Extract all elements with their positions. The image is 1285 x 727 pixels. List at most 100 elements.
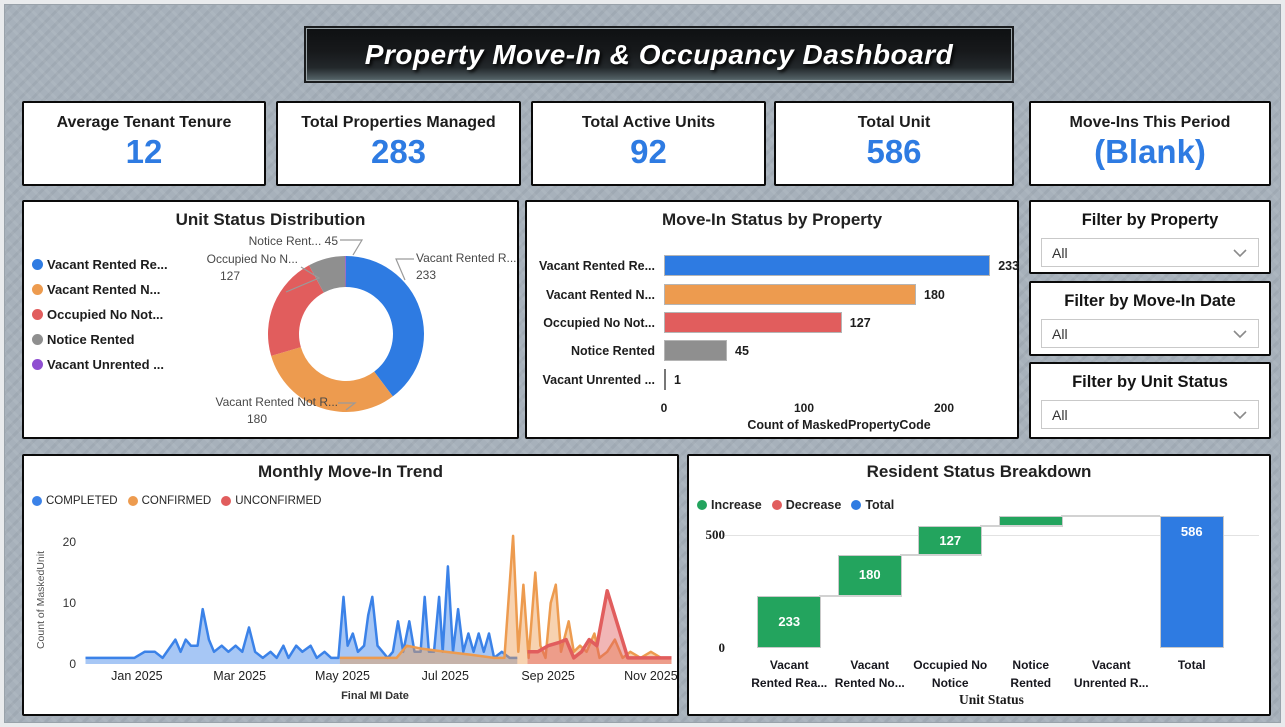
legend-item[interactable]: Occupied No Not... [32, 302, 168, 327]
bar-value-label: 233 [998, 258, 1020, 273]
dropdown-value: All [1052, 406, 1068, 423]
legend-label: Decrease [785, 498, 842, 512]
bar-category-label: Vacant Rented Re... [538, 258, 655, 273]
dropdown-value: All [1052, 325, 1068, 342]
bar-category-label: Vacant Rented N... [545, 287, 655, 302]
dashboard-title-banner: Property Move-In & Occupancy Dashboard [304, 26, 1014, 83]
bar-1[interactable] [664, 284, 916, 305]
donut-callout-vacant-rented: Vacant Rented R... 233 [416, 251, 517, 283]
kpi-value: 12 [125, 133, 163, 170]
waterfall-bar-1[interactable] [837, 554, 902, 596]
legend-label: Vacant Rented Re... [47, 257, 168, 272]
donut-legend: Vacant Rented Re... Vacant Rented N... O… [32, 252, 168, 377]
legend-item[interactable]: CONFIRMED [127, 495, 211, 507]
kpi-card-total-properties-managed: Total Properties Managed 283 [276, 101, 521, 186]
donut-slice-1[interactable] [271, 347, 393, 412]
kpi-card-total-unit: Total Unit 586 [774, 101, 1014, 186]
donut-slice-0[interactable] [346, 256, 425, 397]
chart-title: Resident Status Breakdown [866, 462, 1092, 481]
legend-dot-icon [32, 284, 43, 295]
y-axis-tick: 10 [63, 596, 77, 610]
legend-dot-icon [221, 496, 232, 506]
bar-category-label: Notice Rented [570, 343, 655, 358]
waterfall-bar-0[interactable] [757, 595, 822, 648]
donut-plot[interactable] [24, 202, 521, 441]
kpi-label: Move-Ins This Period [1069, 114, 1231, 131]
filter-card-property: Filter by Property All [1029, 200, 1271, 274]
callout-leader-line [338, 402, 357, 411]
trend-plot[interactable]: 0 10 20 Jan 2025 Mar 2025 May 2025 Jul 2025 Sep… [24, 456, 681, 718]
waterfall-x-axis-title: Unit Status [959, 692, 1024, 707]
legend-dot-icon [32, 309, 43, 320]
y-axis-tick: 500 [705, 527, 726, 543]
kpi-label: Total Properties Managed [301, 114, 496, 131]
trend-area-unconfirmed[interactable] [527, 590, 672, 664]
kpi-value: 283 [370, 133, 427, 170]
bar-0[interactable] [664, 255, 991, 276]
legend-item[interactable]: Decrease [771, 498, 842, 512]
bar-row: Vacant Unrented ... 1 [527, 369, 1021, 390]
bar-value-label: 180 [858, 567, 881, 583]
callout-leader-line [395, 258, 414, 281]
bar-4[interactable] [664, 369, 666, 390]
x-axis-tick: May 2025 [315, 669, 370, 683]
legend-item[interactable]: Notice Rented [32, 327, 168, 352]
x-axis-category-label: Vacant Rented No... [834, 658, 905, 690]
trend-line-completed [85, 565, 518, 660]
bar-row: Notice Rented 45 [527, 340, 1021, 361]
waterfall-legend: Increase Decrease Total [697, 498, 894, 512]
chevron-down-icon[interactable] [1232, 407, 1248, 423]
bar-row: Vacant Rented N... 180 [527, 284, 1021, 305]
bar-2[interactable] [664, 312, 842, 333]
legend-label: Total [865, 498, 895, 512]
legend-item[interactable]: Increase [697, 498, 762, 512]
chevron-down-icon[interactable] [1232, 326, 1248, 342]
x-axis-tick: Sep 2025 [521, 669, 575, 683]
legend-label: COMPLETED [46, 495, 118, 507]
trend-legend: COMPLETED CONFIRMED UNCONFIRMED [32, 495, 321, 507]
callout-leader-line [285, 266, 321, 293]
filter-title: Filter by Move-In Date [1064, 292, 1236, 310]
trend-area-completed[interactable] [85, 566, 518, 664]
donut-slice-4[interactable] [345, 256, 346, 288]
x-axis-tick: Nov 2025 [624, 669, 678, 683]
x-axis-category-label: Notice Rented [1010, 658, 1052, 690]
filter-title: Filter by Property [1081, 211, 1219, 229]
page-title: Property Move-In & Occupancy Dashboard [364, 38, 954, 70]
waterfall-connector [899, 553, 983, 556]
unit-status-filter-dropdown[interactable]: All [1041, 400, 1259, 429]
bar-category-label: Occupied No Not... [543, 315, 655, 330]
bar-x-axis-title: Count of MaskedPropertyCode [747, 418, 931, 432]
kpi-label: Average Tenant Tenure [56, 114, 232, 131]
bar-value-label: 1 [674, 372, 681, 387]
waterfall-connector [1060, 515, 1144, 518]
legend-item[interactable]: UNCONFIRMED [221, 495, 321, 507]
callout-leader-line [340, 239, 364, 256]
unit-status-distribution-chart: Unit Status Distribution Vacant Rented R… [22, 200, 519, 439]
x-axis-category-label: Occupied No Notice [913, 658, 988, 690]
bar-3[interactable] [664, 340, 727, 361]
chart-title: Unit Status Distribution [175, 210, 366, 229]
waterfall-bar-2[interactable] [918, 526, 983, 555]
kpi-value: (Blank) [1094, 133, 1206, 170]
legend-item[interactable]: Vacant Rented N... [32, 277, 168, 302]
legend-dot-icon [697, 500, 707, 510]
legend-item[interactable]: Vacant Rented Re... [32, 252, 168, 277]
legend-item[interactable]: COMPLETED [32, 495, 118, 507]
chevron-down-icon[interactable] [1232, 245, 1248, 261]
donut-slice-2[interactable] [268, 265, 324, 356]
x-axis-tick: 100 [793, 401, 815, 415]
move-in-date-filter-dropdown[interactable]: All [1041, 319, 1259, 348]
property-filter-dropdown[interactable]: All [1041, 238, 1259, 267]
donut-slice-3[interactable] [309, 256, 346, 293]
kpi-label: Total Unit [857, 114, 931, 131]
filter-card-unit-status: Filter by Unit Status All [1029, 362, 1271, 439]
trend-line-unconfirmed [527, 589, 672, 660]
legend-item[interactable]: Vacant Unrented ... [32, 352, 168, 377]
legend-label: Vacant Rented N... [47, 282, 161, 297]
chart-title: Monthly Move-In Trend [257, 462, 444, 481]
waterfall-total-bar[interactable] [1159, 516, 1224, 648]
legend-item[interactable]: Total [851, 498, 894, 512]
bar-row: Vacant Rented Re... 233 [527, 255, 1021, 276]
legend-dot-icon [32, 359, 43, 370]
